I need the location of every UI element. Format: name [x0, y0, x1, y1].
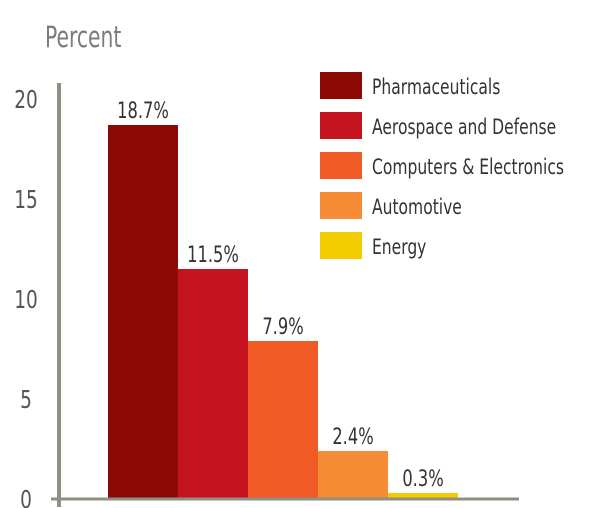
legend-label: Computers & Electronics	[372, 156, 564, 180]
bar	[178, 269, 248, 499]
bar	[388, 493, 458, 499]
legend-label: Aerospace and Defense	[372, 116, 556, 140]
legend-label: Energy	[372, 236, 426, 260]
legend-label: Automotive	[372, 196, 462, 220]
data-label: 7.9%	[262, 314, 303, 340]
legend-swatch	[320, 112, 362, 139]
legend-swatch	[320, 232, 362, 259]
bar	[108, 125, 178, 499]
data-label: 11.5%	[187, 242, 239, 268]
legend-swatch	[320, 152, 362, 179]
y-tick-label: 20	[14, 86, 38, 114]
y-tick-label: 15	[14, 186, 38, 214]
legend: Pharmaceuticals Aerospace and Defense Comp…	[320, 72, 564, 260]
bar	[318, 451, 388, 499]
legend-label: Pharmaceuticals	[372, 76, 500, 100]
y-tick-label: 5	[20, 386, 32, 414]
y-tick-labels: 0 5 10 15 20	[14, 86, 38, 508]
y-tick-label: 0	[20, 486, 32, 508]
legend-swatch	[320, 72, 362, 99]
bar	[248, 341, 318, 499]
y-tick-label: 10	[14, 286, 38, 314]
legend-swatch	[320, 192, 362, 219]
data-labels: 18.7% 11.5% 7.9% 2.4% 0.3%	[117, 98, 444, 492]
data-label: 0.3%	[402, 466, 443, 492]
bars	[108, 125, 458, 499]
y-axis-label: Percent	[45, 20, 121, 54]
data-label: 2.4%	[332, 424, 373, 450]
data-label: 18.7%	[117, 98, 169, 124]
